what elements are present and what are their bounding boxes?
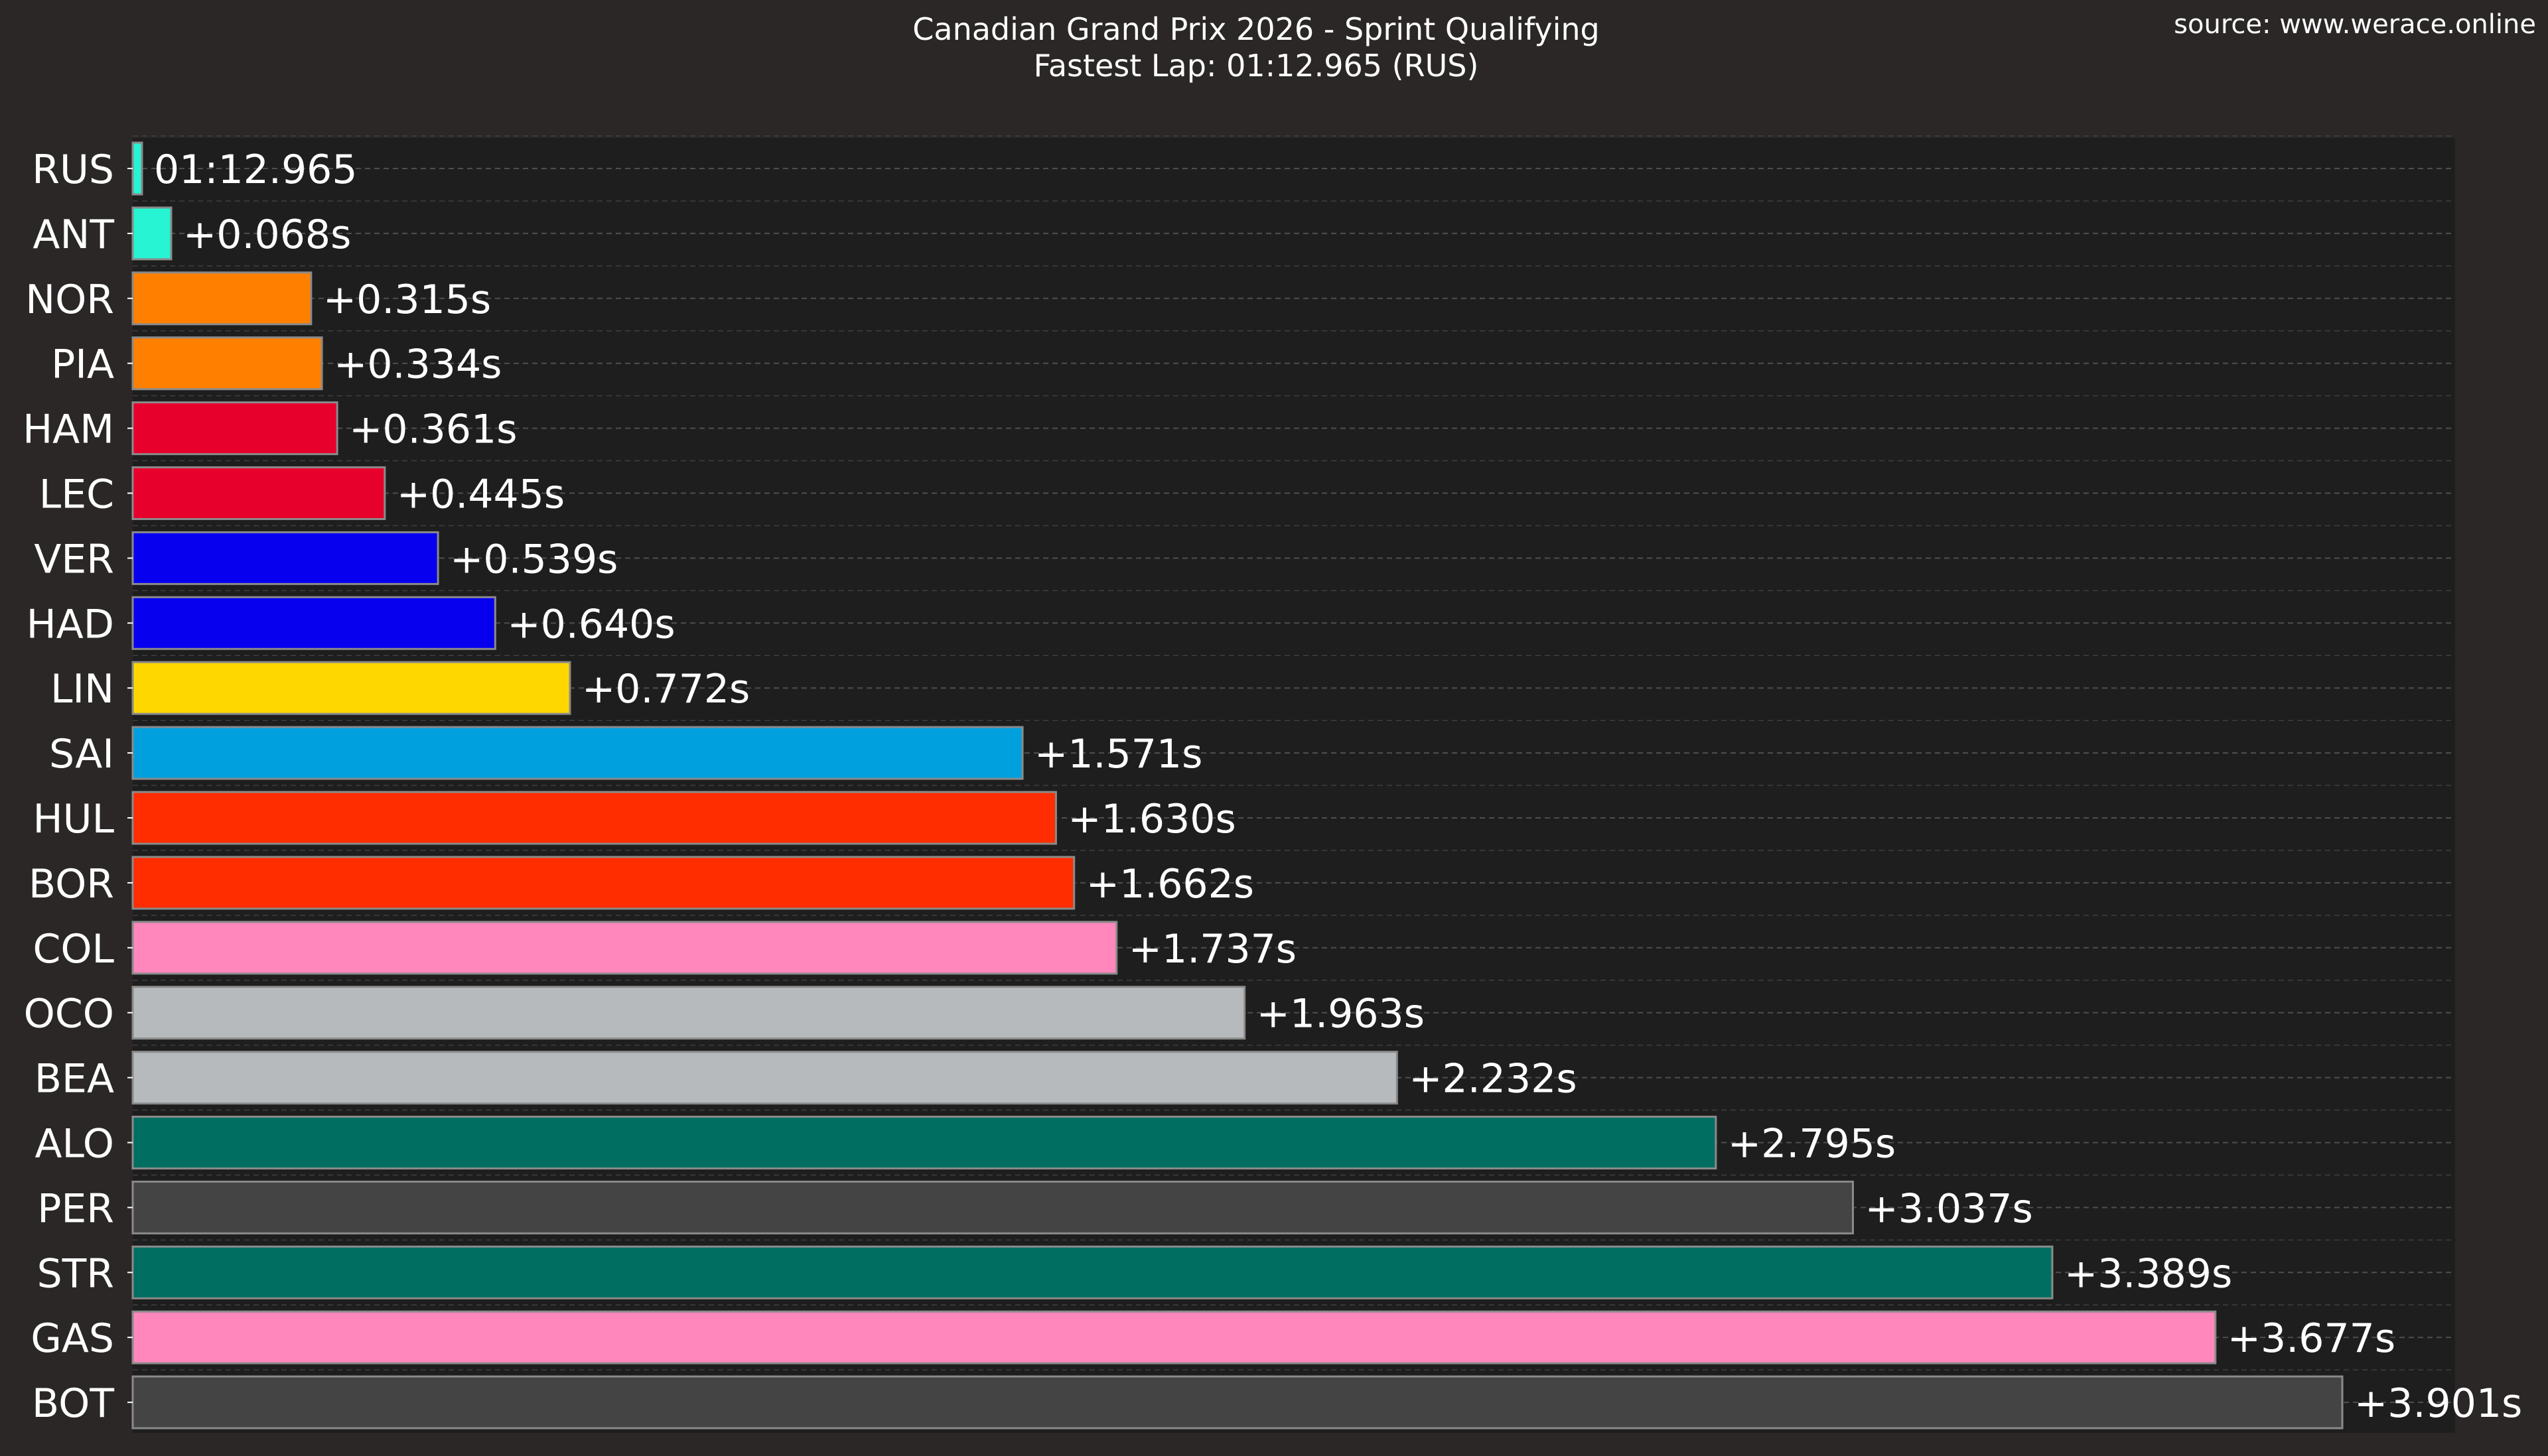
value-label: +1.662s bbox=[1086, 861, 1254, 907]
bar-gas bbox=[131, 1310, 2217, 1364]
y-tick-label: HAM bbox=[23, 407, 114, 453]
value-label: +3.677s bbox=[2228, 1315, 2395, 1362]
value-label: +0.334s bbox=[334, 342, 502, 388]
bar-lec bbox=[131, 466, 386, 520]
value-label: +0.445s bbox=[397, 472, 565, 518]
y-tick-label: SAI bbox=[49, 731, 114, 777]
value-label: +2.232s bbox=[1409, 1056, 1577, 1102]
chart-subtitle: Fastest Lap: 01:12.965 (RUS) bbox=[1034, 48, 1479, 84]
y-tick-label: BOR bbox=[29, 861, 114, 907]
y-tick-label: COL bbox=[33, 926, 114, 972]
y-tick-label: BOT bbox=[32, 1380, 114, 1427]
value-label: +1.630s bbox=[1068, 796, 1236, 842]
bar-ver bbox=[131, 531, 439, 585]
bar-sai bbox=[131, 726, 1024, 780]
value-label: +0.361s bbox=[349, 407, 517, 453]
value-label: +3.901s bbox=[2354, 1380, 2522, 1427]
bar-lin bbox=[131, 661, 571, 715]
value-label: +0.315s bbox=[323, 277, 491, 323]
value-label: +2.795s bbox=[1728, 1121, 1896, 1167]
value-label: +1.963s bbox=[1257, 991, 1425, 1037]
value-label: +3.037s bbox=[1865, 1185, 2032, 1232]
y-tick-label: STR bbox=[37, 1250, 114, 1297]
y-tick-label: HUL bbox=[33, 796, 115, 842]
value-label: +1.737s bbox=[1129, 926, 1297, 972]
bar-bot bbox=[131, 1375, 2344, 1429]
y-tick-label: RUS bbox=[32, 147, 114, 193]
bar-rus bbox=[131, 141, 143, 196]
bar-hul bbox=[131, 791, 1057, 845]
bar-bea bbox=[131, 1051, 1398, 1105]
bar-col bbox=[131, 921, 1118, 975]
bar-pia bbox=[131, 336, 323, 391]
value-label: +0.068s bbox=[183, 212, 351, 258]
bars bbox=[131, 141, 2344, 1429]
y-tick-label: PER bbox=[37, 1185, 114, 1232]
bar-nor bbox=[131, 271, 313, 326]
value-label: +0.640s bbox=[507, 601, 675, 647]
y-tick-label: LEC bbox=[39, 472, 114, 518]
bar-oco bbox=[131, 986, 1246, 1040]
bar-ant bbox=[131, 206, 173, 261]
value-label: +3.389s bbox=[2064, 1250, 2232, 1297]
value-label: 01:12.965 bbox=[154, 147, 358, 193]
bar-alo bbox=[131, 1116, 1717, 1169]
y-tick-labels: RUS ANT NOR PIA HAM LEC VER HAD LIN SAI HUL BOR COL O… bbox=[23, 147, 133, 1427]
value-labels: 01:12.965 +0.068s +0.315s +0.334s +0.361s +0.… bbox=[154, 147, 2522, 1427]
value-label: +0.539s bbox=[450, 536, 618, 582]
bar-had bbox=[131, 596, 496, 650]
y-tick-label: ANT bbox=[33, 212, 114, 258]
bar-str bbox=[131, 1245, 2054, 1299]
y-tick-label: HAD bbox=[27, 601, 114, 647]
chart-title: Canadian Grand Prix 2026 - Sprint Qualif… bbox=[912, 11, 1599, 47]
y-tick-label: LIN bbox=[50, 666, 114, 712]
bar-bor bbox=[131, 856, 1076, 910]
y-tick-label: GAS bbox=[31, 1315, 114, 1362]
y-tick-label: VER bbox=[34, 536, 114, 582]
y-tick-label: ALO bbox=[35, 1121, 114, 1167]
value-label: +0.772s bbox=[582, 666, 750, 712]
y-tick-label: BEA bbox=[35, 1056, 114, 1102]
value-label: +1.571s bbox=[1034, 731, 1202, 777]
bar-per bbox=[131, 1180, 1854, 1234]
source-label: source: www.werace.online bbox=[2174, 9, 2536, 40]
y-tick-label: OCO bbox=[24, 991, 114, 1037]
y-tick-label: NOR bbox=[25, 277, 114, 323]
bar-ham bbox=[131, 401, 338, 456]
y-tick-label: PIA bbox=[51, 342, 114, 388]
